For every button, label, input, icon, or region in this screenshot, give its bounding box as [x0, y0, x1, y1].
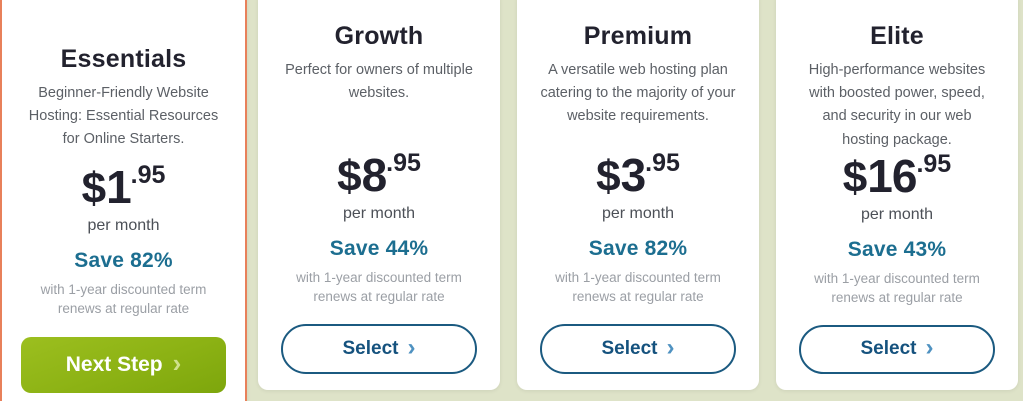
price-currency: $ [337, 151, 362, 201]
price-period: per month [342, 204, 416, 222]
plan-price: $8.95 [337, 148, 421, 201]
price-currency: $ [81, 163, 107, 213]
save-badge: Save 44% [329, 236, 429, 260]
plan-card-premium: Premium A versatile web hosting plan cat… [517, 0, 759, 390]
chevron-right-icon: › [407, 333, 416, 361]
plan-title: Premium [583, 22, 693, 50]
terms-text: with 1-year discounted term renews at re… [296, 268, 462, 307]
terms-line-1: with 1-year discounted term [296, 269, 462, 285]
plan-card-essentials: Essentials Beginner-Friendly Website Hos… [0, 0, 247, 401]
price-block: $16.95 per month [842, 149, 952, 224]
save-badge: Save 82% [74, 248, 173, 272]
chevron-right-icon: › [666, 333, 675, 361]
price-period: per month [601, 204, 675, 222]
price-whole: 16 [867, 149, 917, 202]
save-badge: Save 82% [588, 236, 688, 260]
chevron-right-icon: › [172, 348, 182, 378]
plan-price: $16.95 [842, 149, 952, 202]
next-step-button-label: Next Step [65, 353, 163, 376]
price-block: $1.95 per month [81, 160, 166, 235]
select-button-elite[interactable]: Select › [799, 324, 995, 374]
price-period: per month [860, 205, 934, 223]
price-cents: .95 [386, 148, 421, 177]
price-whole: 8 [361, 148, 388, 201]
terms-text: with 1-year discounted term renews at re… [41, 280, 207, 319]
price-block: $8.95 per month [337, 148, 421, 223]
select-button-label: Select [342, 338, 399, 359]
plan-card-growth: Growth Perfect for owners of multiple we… [258, 0, 500, 390]
plan-title: Essentials [60, 45, 187, 73]
plan-description: Perfect for owners of multiple websites. [285, 62, 473, 102]
plan-price: $3.95 [596, 148, 680, 201]
plan-description: Beginner-Friendly Website Hosting: Essen… [28, 85, 219, 148]
terms-text: with 1-year discounted term renews at re… [555, 268, 721, 307]
terms-line-2: renews at regular rate [313, 289, 445, 305]
plan-description: A versatile web hosting plan catering to… [540, 62, 736, 125]
terms-line-2: renews at regular rate [831, 290, 963, 306]
select-button-label: Select [601, 338, 658, 359]
plan-description: High-performance websites with boosted p… [808, 62, 986, 148]
chevron-right-icon: › [925, 333, 934, 361]
terms-line-2: renews at regular rate [57, 301, 190, 317]
terms-line-1: with 1-year discounted term [555, 269, 721, 285]
price-block: $3.95 per month [596, 148, 680, 223]
plan-card-elite: Elite High-performance websites with boo… [776, 0, 1018, 390]
plan-price: $1.95 [81, 160, 166, 213]
price-currency: $ [596, 151, 621, 201]
price-currency: $ [842, 152, 868, 202]
select-button-premium[interactable]: Select › [540, 324, 736, 374]
select-button-growth[interactable]: Select › [281, 324, 477, 374]
plan-title: Elite [870, 22, 924, 50]
price-period: per month [87, 216, 160, 234]
price-cents: .95 [916, 149, 952, 178]
price-whole: 1 [106, 160, 132, 213]
price-whole: 3 [620, 148, 647, 201]
save-badge: Save 43% [847, 237, 947, 261]
terms-line-1: with 1-year discounted term [40, 281, 207, 297]
price-cents: .95 [645, 148, 680, 177]
terms-line-2: renews at regular rate [572, 289, 704, 305]
price-cents: .95 [130, 160, 166, 189]
terms-text: with 1-year discounted term renews at re… [814, 269, 980, 308]
select-button-label: Select [860, 338, 917, 360]
next-step-button[interactable]: Next Step › [21, 337, 226, 393]
terms-line-1: with 1-year discounted term [814, 270, 980, 286]
plan-title: Growth [334, 22, 424, 50]
